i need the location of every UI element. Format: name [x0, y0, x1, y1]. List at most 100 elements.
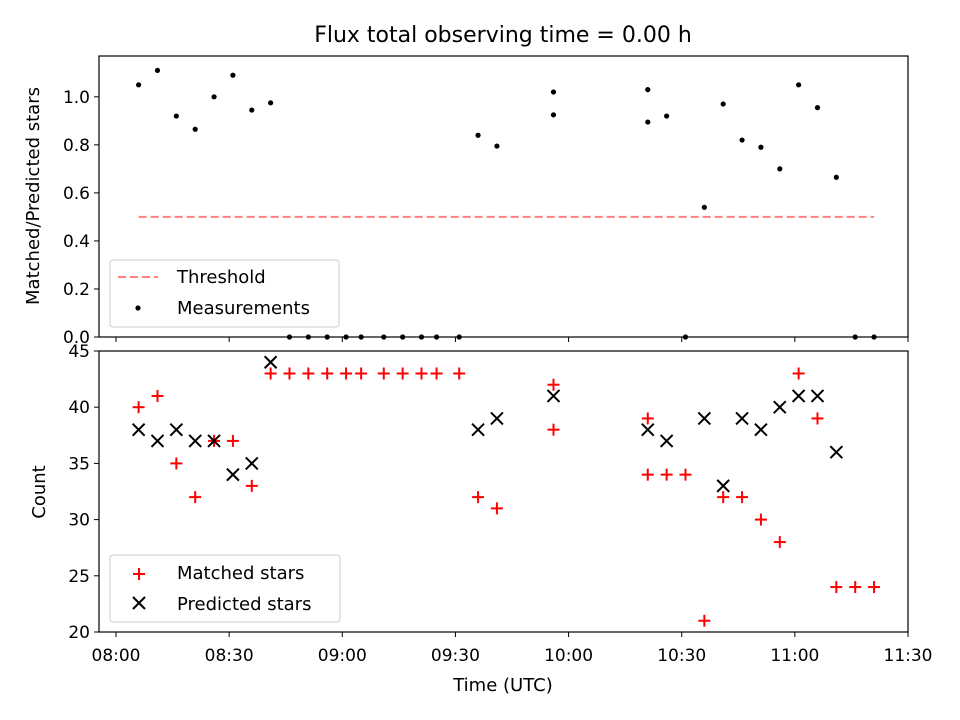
measurements-legend-swatch — [135, 305, 141, 311]
predicted-star-point — [226, 467, 240, 482]
predicted-legend-swatch — [132, 596, 146, 610]
top-y-tick-label: 0.0 — [63, 328, 90, 348]
top-panel: 0.0 0.2 0.4 0.6 0.8 1.0 Matched/Predicted sta… — [23, 55, 909, 348]
measurement-point — [645, 119, 651, 125]
matched-star-point — [283, 367, 296, 380]
bottom-legend: Matched stars Predicted stars — [109, 554, 341, 623]
top-y-axis-label: Matched/Predicted stars — [23, 87, 44, 305]
matched-star-point — [321, 367, 334, 380]
predicted-star-point — [490, 411, 504, 426]
matched-star-point — [736, 491, 749, 504]
bottom-y-tick-label: 35 — [68, 454, 90, 474]
matched-star-point — [830, 581, 843, 594]
predicted-star-point — [735, 411, 749, 426]
matched-star-point — [660, 468, 673, 481]
measurement-point — [230, 72, 236, 78]
measurement-point — [701, 204, 707, 210]
top-y-axis: 0.0 0.2 0.4 0.6 0.8 1.0 — [63, 88, 99, 348]
matched-star-point — [340, 367, 353, 380]
bottom-legend-box — [109, 554, 341, 623]
measurement-point — [720, 101, 726, 107]
measurement-point — [173, 113, 179, 119]
bottom-y-tick-label: 40 — [68, 398, 90, 418]
matched-star-point — [151, 389, 164, 402]
measurement-point — [494, 143, 500, 149]
measurement-point — [211, 94, 217, 100]
matched-star-point — [377, 367, 390, 380]
bottom-y-axis-label: Count — [29, 465, 50, 518]
predicted-star-point — [546, 389, 561, 403]
measurement-point — [777, 166, 783, 172]
matched-star-point — [490, 502, 503, 515]
matched-star-point — [132, 401, 145, 414]
measurement-point — [645, 87, 651, 93]
matched-star-point — [472, 491, 485, 504]
matched-star-point — [453, 367, 466, 380]
predicted-star-point — [131, 422, 146, 437]
matched-star-point — [754, 513, 767, 526]
measurement-point — [475, 132, 481, 138]
matched-star-point — [430, 367, 443, 380]
matched-star-point — [226, 434, 239, 447]
measurements-legend-label: Measurements — [177, 298, 310, 319]
predicted-legend-label: Predicted stars — [177, 594, 311, 615]
predicted-star-point — [659, 434, 674, 448]
x-tick-label: 08:30 — [205, 646, 254, 666]
measurement-point — [550, 89, 557, 95]
matched-star-point — [773, 536, 786, 549]
chart-title: Flux total observing time = 0.00 h — [314, 23, 692, 48]
top-legend: Threshold Measurements — [109, 259, 340, 328]
matched-star-point — [641, 412, 654, 425]
measurement-point — [739, 137, 745, 143]
matched-star-point — [868, 581, 881, 594]
x-tick-label: 11:30 — [884, 646, 933, 666]
x-tick-label: 10:30 — [657, 646, 706, 666]
measurement-point — [268, 100, 274, 106]
matched-legend-label: Matched stars — [177, 563, 304, 584]
measurement-point — [136, 82, 142, 88]
matched-star-point — [547, 423, 560, 436]
matched-star-point — [849, 581, 862, 594]
top-y-tick-label: 0.4 — [63, 232, 90, 252]
predicted-star-point — [471, 422, 485, 437]
measurement-point — [154, 67, 161, 74]
matched-star-point — [189, 491, 202, 504]
matched-legend-swatch — [133, 568, 145, 580]
matched-star-point — [415, 367, 428, 380]
matched-star-point — [245, 479, 258, 492]
top-legend-box — [109, 259, 340, 328]
matched-star-point — [811, 412, 824, 425]
predicted-star-point — [150, 434, 165, 448]
predicted-star-point — [207, 434, 221, 448]
matched-star-point — [355, 367, 368, 380]
predicted-star-point — [791, 389, 806, 403]
bottom-y-tick-label: 20 — [68, 623, 90, 643]
predicted-star-point — [754, 422, 768, 437]
matched-star-point — [679, 468, 692, 481]
bottom-y-tick-label: 45 — [68, 342, 90, 362]
bottom-axes-frame — [98, 350, 909, 633]
matched-star-point — [264, 367, 277, 380]
matched-star-point — [792, 367, 805, 380]
matched-star-point — [170, 457, 183, 470]
predicted-star-point — [245, 456, 259, 471]
bottom-panel: 20 25 30 35 40 45 08:00 08:30 09:00 09:30 10:00 10… — [29, 342, 933, 696]
top-y-tick-label: 0.8 — [63, 136, 90, 156]
measurement-point — [796, 82, 802, 88]
x-tick-label: 09:00 — [318, 646, 367, 666]
measurement-point — [814, 105, 821, 111]
matched-star-point — [396, 367, 409, 380]
measurement-point — [550, 112, 557, 118]
x-axis-label: Time (UTC) — [452, 675, 553, 696]
top-x-ticks — [115, 337, 909, 342]
top-y-tick-label: 0.6 — [63, 184, 90, 204]
measurement-point — [833, 174, 839, 180]
bottom-y-tick-label: 25 — [68, 567, 90, 587]
matched-star-point — [547, 378, 560, 391]
predicted-star-point — [263, 355, 278, 369]
x-tick-label: 10:00 — [544, 646, 593, 666]
predicted-star-point — [716, 479, 730, 493]
top-axes-frame — [98, 55, 909, 338]
predicted-star-point — [810, 389, 825, 403]
top-y-tick-label: 0.2 — [63, 280, 90, 300]
